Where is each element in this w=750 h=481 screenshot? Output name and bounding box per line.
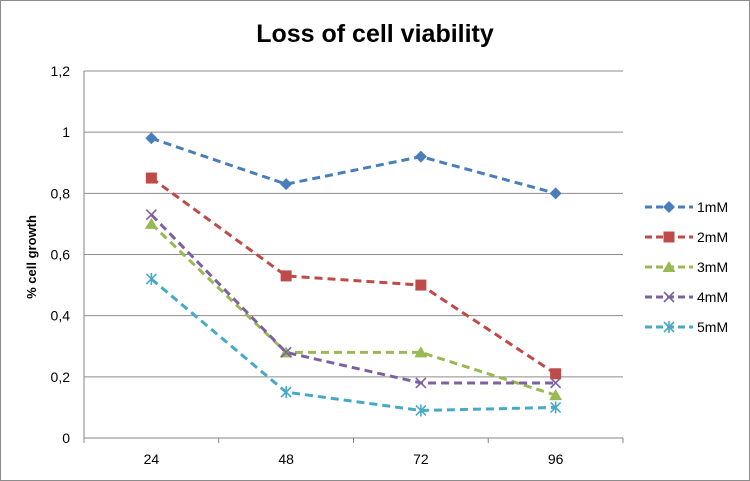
series-line-4mm <box>150 213 556 385</box>
x-tick-label: 48 <box>278 451 294 467</box>
legend-label: 4mM <box>697 289 728 305</box>
series-line-2mm <box>150 176 557 376</box>
legend-label: 1mM <box>697 199 728 215</box>
data-point <box>280 178 293 191</box>
data-point <box>145 209 157 221</box>
legend-item-4mm: 4mM <box>645 289 728 305</box>
y-tick-label: 0,2 <box>51 369 71 385</box>
y-tick-label: 0,4 <box>51 308 71 324</box>
series-line-3mm <box>150 222 557 397</box>
data-point <box>663 321 675 333</box>
legend-item-2mm: 2mM <box>645 229 728 245</box>
data-point <box>145 172 157 184</box>
data-point <box>415 377 427 389</box>
chart-title: Loss of cell viability <box>256 20 494 48</box>
data-point <box>280 386 292 399</box>
legend-item-5mm: 5mM <box>645 319 728 335</box>
data-point <box>280 270 292 282</box>
series-5mm <box>145 272 562 417</box>
data-point <box>414 150 427 163</box>
series-4mm <box>145 209 562 389</box>
data-point <box>663 201 675 213</box>
data-point <box>550 401 562 414</box>
legend: 1mM 2mM 3mM 4mM 5mM <box>645 199 728 335</box>
legend-item-3mm: 3mM <box>645 259 728 275</box>
data-point <box>662 261 676 272</box>
gridlines <box>83 70 624 443</box>
data-point <box>415 279 427 291</box>
y-tick-label: 1,2 <box>51 63 71 79</box>
y-tick-label: 0 <box>62 430 70 446</box>
x-tick-label: 24 <box>144 451 160 467</box>
data-point <box>145 272 157 285</box>
legend-item-1mm: 1mM <box>645 199 728 215</box>
data-point <box>414 346 428 358</box>
data-point <box>663 231 675 243</box>
data-point <box>550 368 562 380</box>
data-point <box>663 291 675 303</box>
data-point <box>549 187 562 200</box>
legend-label: 2mM <box>697 229 728 245</box>
series-line-5mm <box>150 277 556 412</box>
legend-label: 5mM <box>697 319 728 335</box>
legend-label: 3mM <box>697 259 728 275</box>
x-tick-label: 72 <box>413 451 429 467</box>
series-3mm <box>144 217 563 401</box>
data-point <box>280 346 292 358</box>
data-point <box>144 217 158 229</box>
y-tick-label: 0,8 <box>51 185 71 201</box>
y-axis-ticks: 0 0,2 0,4 0,6 0,8 1 1,2 <box>51 63 71 446</box>
series-group <box>144 132 563 417</box>
y-tick-label: 1 <box>62 124 70 140</box>
x-tick-label: 96 <box>548 451 564 467</box>
x-axis-ticks: 24 48 72 96 <box>144 451 564 467</box>
series-2mm <box>145 172 562 380</box>
data-point <box>550 377 562 389</box>
data-point <box>145 132 158 145</box>
y-tick-label: 0,6 <box>51 247 71 263</box>
y-axis-label: % cell growth <box>24 215 39 299</box>
series-line-1mm <box>150 136 557 195</box>
data-point <box>549 389 563 401</box>
data-point <box>415 404 427 417</box>
series-1mm <box>145 132 562 200</box>
